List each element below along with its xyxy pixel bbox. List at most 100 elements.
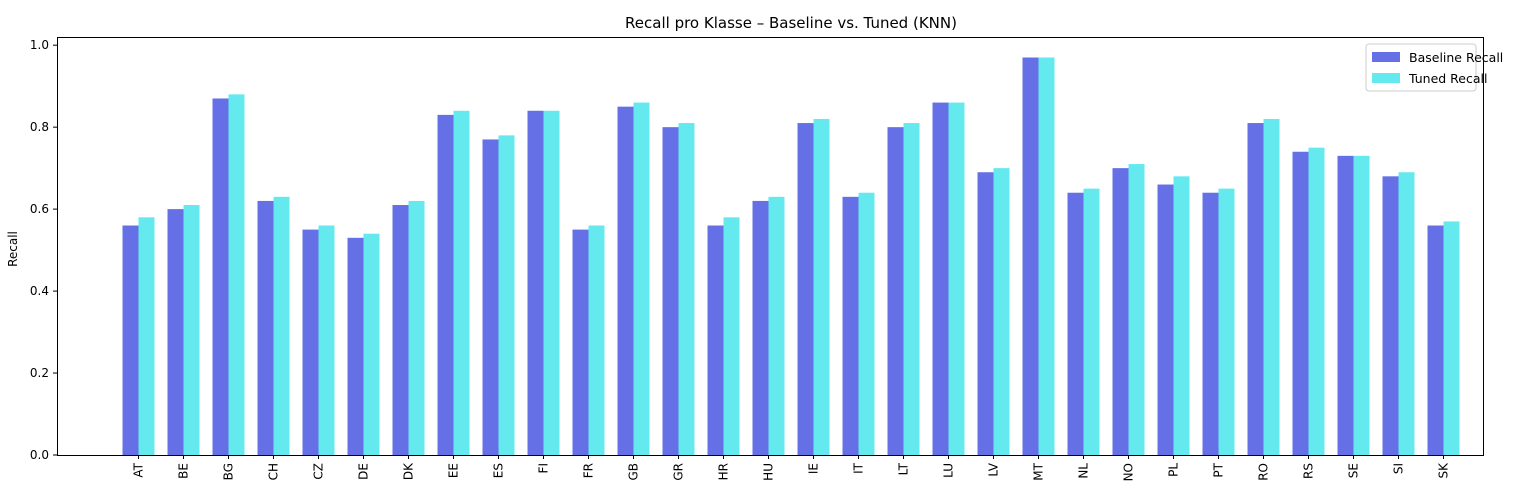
x-tick-label: SE (1347, 463, 1361, 478)
bar-baseline-nl (1067, 192, 1084, 455)
axes-frame (57, 37, 1484, 456)
bar-baseline-ie (797, 123, 814, 455)
bar-baseline-lv (977, 172, 994, 455)
x-tick-label: BG (222, 463, 236, 480)
bar-tuned-dk (408, 200, 425, 455)
bar-tuned-hr (723, 217, 740, 455)
bar-baseline-cz (302, 229, 319, 455)
legend-label-tuned: Tuned Recall (1408, 71, 1487, 86)
bar-tuned-bg (228, 94, 245, 455)
bar-baseline-fr (572, 229, 589, 455)
x-tick-label: GR (672, 463, 686, 481)
bar-tuned-fi (543, 110, 560, 455)
bar-baseline-ee (437, 114, 454, 456)
y-axis-label: Recall (6, 231, 20, 267)
x-tick-label: CZ (312, 463, 326, 480)
bar-baseline-pl (1157, 184, 1174, 455)
x-tick-label: PT (1212, 462, 1226, 477)
bar-baseline-lu (932, 102, 949, 455)
bar-tuned-at (138, 217, 155, 455)
bar-tuned-si (1398, 172, 1415, 455)
bar-baseline-si (1382, 176, 1399, 456)
bar-baseline-hr (707, 225, 724, 455)
bar-tuned-ee (453, 110, 470, 455)
bars-group (122, 57, 1460, 456)
x-tick-label: IT (852, 462, 866, 474)
x-tick-label: EE (447, 463, 461, 478)
bar-tuned-nl (1083, 188, 1100, 456)
bar-tuned-pt (1218, 188, 1235, 456)
x-tick-label: NL (1077, 463, 1091, 479)
legend-label-baseline: Baseline Recall (1409, 50, 1503, 65)
bar-tuned-de (363, 233, 380, 455)
bar-baseline-sk (1427, 225, 1444, 455)
bar-baseline-be (167, 209, 184, 455)
x-tick-label: DE (357, 463, 371, 480)
bar-baseline-bg (212, 98, 229, 456)
x-tick-label: FR (582, 463, 596, 478)
bar-baseline-gb (617, 106, 634, 456)
bar-baseline-hu (752, 200, 769, 455)
x-tick-label: MT (1032, 462, 1046, 480)
bar-tuned-ro (1263, 118, 1280, 455)
bar-baseline-it (842, 196, 859, 455)
bar-tuned-rs (1308, 147, 1325, 455)
x-tick-label: GB (627, 463, 641, 481)
bar-tuned-it (858, 192, 875, 455)
x-tick-label: SI (1392, 463, 1406, 474)
legend: Baseline Recall Tuned Recall (1365, 43, 1503, 92)
x-tick-label: BE (177, 463, 191, 479)
bar-tuned-lt (903, 123, 920, 455)
x-tick-label: ES (492, 463, 506, 478)
bar-baseline-dk (392, 205, 409, 455)
bar-baseline-se (1337, 155, 1354, 455)
y-tick-label: 0.2 (30, 366, 49, 380)
bar-baseline-ro (1247, 123, 1264, 455)
bar-tuned-lu (948, 102, 965, 455)
bar-baseline-lt (887, 127, 904, 455)
bar-tuned-ch (273, 196, 290, 455)
bar-tuned-lv (993, 168, 1010, 455)
x-tick-label: NO (1122, 463, 1136, 481)
x-tick-label: SK (1437, 462, 1451, 479)
y-tick-label: 0.6 (30, 202, 49, 216)
x-tick-label: FI (537, 463, 551, 473)
x-tick-label: LT (897, 462, 911, 475)
x-tick-label: LV (987, 462, 1001, 476)
bar-tuned-no (1128, 164, 1145, 455)
x-tick-label: RS (1302, 463, 1316, 479)
chart-title: Recall pro Klasse – Baseline vs. Tuned (… (625, 14, 957, 32)
bar-tuned-es (498, 135, 515, 455)
y-tick-label: 0.4 (30, 284, 49, 298)
x-tick-label: IE (807, 463, 821, 474)
bar-tuned-mt (1038, 57, 1055, 455)
bar-baseline-ch (257, 200, 274, 455)
bar-tuned-gb (633, 102, 650, 455)
x-tick-label: HU (762, 463, 776, 481)
bar-baseline-gr (662, 127, 679, 455)
bar-tuned-ie (813, 118, 830, 455)
legend-swatch-baseline (1372, 52, 1400, 62)
x-tick-label: AT (132, 462, 146, 477)
bar-tuned-pl (1173, 176, 1190, 456)
bar-baseline-mt (1022, 57, 1039, 455)
x-tick-label: LU (942, 463, 956, 478)
bar-tuned-be (183, 205, 200, 455)
bar-baseline-es (482, 139, 499, 455)
bar-tuned-cz (318, 225, 335, 455)
x-ticks-group: AT BE BG CH CZ DE DK EE ES FI FR GB GR HR HU IE IT LT LU LV… (132, 455, 1451, 481)
bar-baseline-at (122, 225, 139, 455)
bar-baseline-de (347, 237, 364, 455)
legend-swatch-tuned (1372, 73, 1400, 83)
bar-tuned-gr (678, 123, 695, 455)
bar-baseline-no (1112, 168, 1129, 455)
bar-tuned-sk (1443, 221, 1460, 455)
bar-tuned-se (1353, 155, 1370, 455)
x-tick-label: PL (1167, 463, 1181, 477)
y-tick-label: 1.0 (30, 38, 49, 52)
x-tick-label: CH (267, 463, 281, 480)
bar-baseline-pt (1202, 192, 1219, 455)
bar-tuned-hu (768, 196, 785, 455)
